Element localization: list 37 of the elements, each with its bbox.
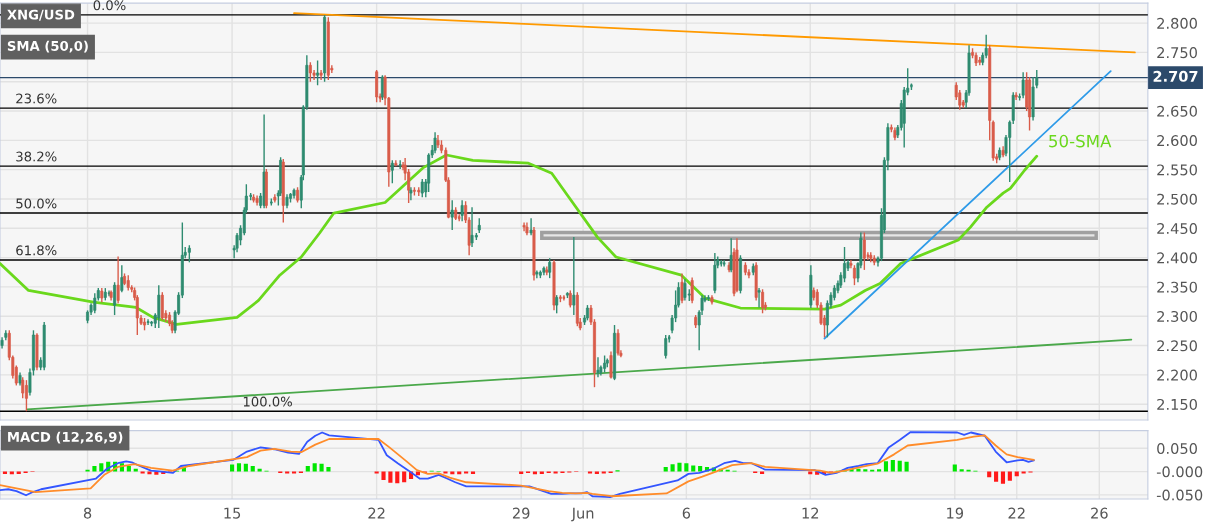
x-tick-label: 19 [947, 507, 964, 519]
y-tick-label: 2.200 [1157, 369, 1197, 381]
y-tick-label: 2.750 [1157, 47, 1197, 59]
y-tick-label: -0.000 [1156, 466, 1203, 478]
y-tick-label: 0.050 [1157, 443, 1197, 455]
x-tick-label: Jun [570, 507, 594, 522]
x-tick-label: 22 [1008, 507, 1025, 519]
x-tick-label: 15 [224, 507, 241, 519]
y-tick-label: -0.050 [1156, 489, 1203, 501]
chart-title: MACD (12,26,9) [8, 431, 123, 444]
x-tick-label: 12 [802, 507, 819, 519]
x-tick-label: 6 [682, 507, 691, 519]
y-tick-label: 2.300 [1157, 310, 1197, 322]
y-tick-label: 2.350 [1157, 281, 1197, 293]
y-tick-label: 2.400 [1157, 252, 1197, 264]
annotation: 61.8% [16, 245, 57, 256]
x-tick-label: 8 [83, 507, 92, 519]
annotation: 100.0% [243, 396, 292, 407]
ref-line-label: 2.707 [1153, 70, 1198, 82]
y-tick-label: 2.150 [1157, 398, 1197, 410]
y-tick-label: 2.500 [1157, 193, 1197, 205]
y-tick-label: 2.650 [1157, 105, 1197, 117]
chart-title: XNG/USD [7, 9, 75, 21]
annotation: 0.0% [93, 0, 126, 11]
annotation: SMA (50,0) [7, 40, 88, 53]
y-tick-label: 2.600 [1157, 135, 1197, 147]
y-tick-label: 2.450 [1157, 223, 1197, 235]
x-tick-label: 22 [368, 507, 385, 519]
y-tick-label: 2.800 [1157, 17, 1197, 29]
annotation: 38.2% [16, 151, 57, 162]
series-label: 50-SMA [1049, 134, 1112, 148]
annotation: 50.0% [16, 198, 57, 209]
y-tick-label: 2.250 [1157, 340, 1197, 352]
y-tick-label: 2.550 [1157, 164, 1197, 176]
x-tick-label: 29 [512, 507, 530, 519]
annotation: 23.6% [16, 93, 57, 104]
x-tick-label: 26 [1091, 507, 1108, 519]
